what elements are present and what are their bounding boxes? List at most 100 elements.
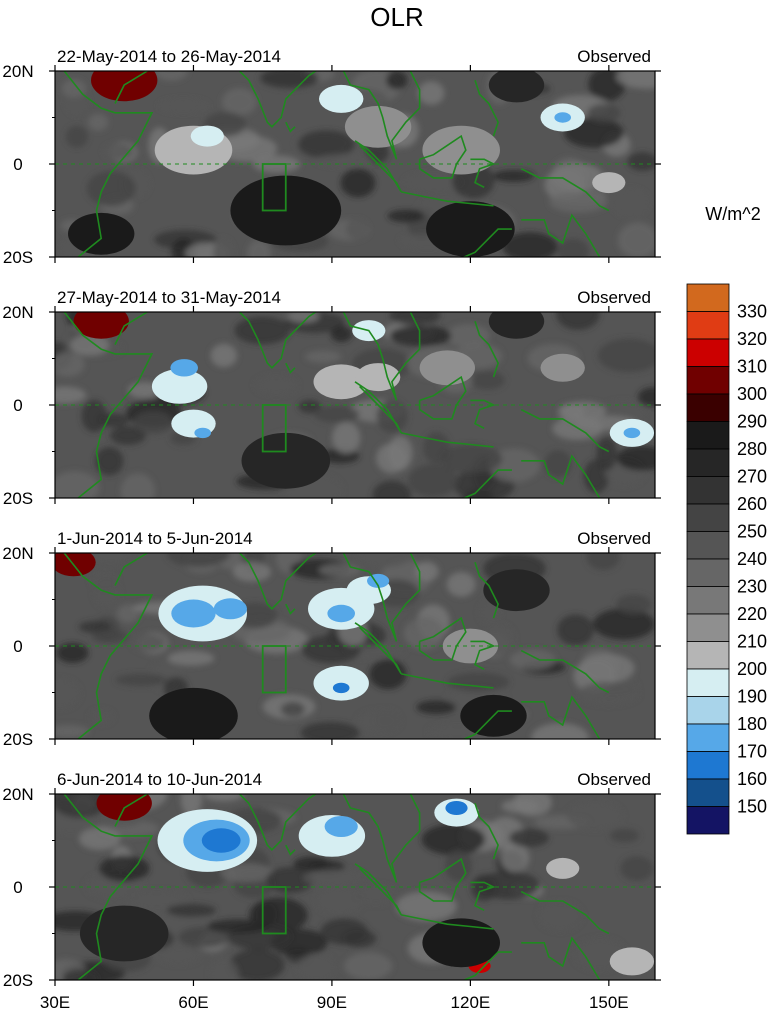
colorbar-level-label: 270 — [737, 467, 767, 487]
colorbar-level-label: 290 — [737, 412, 767, 432]
colorbar-level-label: 230 — [737, 577, 767, 597]
coastline — [418, 616, 467, 661]
field-cell — [446, 572, 476, 597]
field-cell — [247, 239, 271, 257]
panel-date-range: 22-May-2014 to 26-May-2014 — [57, 47, 281, 66]
field-cell — [297, 953, 336, 980]
coastline — [470, 640, 496, 671]
y-tick-label: 20N — [2, 303, 33, 322]
colorbar-swatch — [686, 366, 730, 395]
field-cell — [261, 71, 319, 88]
field-cell — [531, 723, 589, 739]
colorbar-level-label: 240 — [737, 549, 767, 569]
coastline — [239, 794, 318, 851]
field-cell — [103, 143, 135, 160]
coastline — [520, 167, 610, 212]
field-cell — [166, 553, 230, 568]
coastline — [520, 408, 610, 453]
coastline — [285, 844, 296, 856]
coastline — [418, 857, 467, 902]
colorbar-swatch — [686, 641, 730, 670]
coastline — [474, 803, 499, 860]
field-cell — [55, 352, 85, 377]
field-cell — [55, 386, 86, 404]
field-cell — [374, 709, 400, 732]
field-cell — [440, 444, 503, 474]
colorbar-level-label: 250 — [737, 522, 767, 542]
olr-contour-190 — [319, 84, 364, 113]
olr-contour-280 — [149, 687, 238, 739]
field-cell — [544, 450, 572, 478]
y-tick-label: 0 — [13, 878, 22, 897]
field-cell — [593, 608, 655, 640]
field-cell — [502, 232, 558, 257]
coastline — [342, 553, 421, 642]
colorbar-swatch — [686, 283, 730, 312]
field-cell — [234, 316, 291, 345]
panel-date-range: 1-Jun-2014 to 5-Jun-2014 — [57, 529, 253, 548]
olr-contour-200 — [546, 857, 580, 879]
field-cell — [133, 411, 174, 434]
field-cell — [99, 855, 150, 882]
x-tick-label: 30E — [40, 993, 70, 1012]
field-cell — [158, 98, 209, 113]
field-cell — [229, 948, 285, 980]
colorbar-level-label: 260 — [737, 494, 767, 514]
field-cell — [567, 801, 623, 830]
olr-contour-210 — [419, 350, 475, 386]
coastline — [114, 553, 148, 586]
coastline — [462, 469, 512, 498]
olr-contour-170 — [324, 816, 358, 837]
field-cell — [314, 406, 360, 423]
field-cell — [610, 828, 640, 843]
field-cell — [550, 163, 604, 191]
field-cell — [320, 918, 368, 945]
y-tick-label: 20S — [3, 248, 33, 267]
coastlines — [63, 312, 610, 498]
coastline — [342, 312, 421, 401]
field-cell — [557, 238, 589, 257]
field-cell — [209, 959, 239, 980]
panel-1: 22-May-2014 to 26-May-2014 Observed 20N 0 20… — [2, 47, 661, 267]
field-cell — [318, 563, 361, 577]
coastline — [63, 312, 154, 498]
field-cell — [596, 437, 617, 471]
colorbar-swatch — [686, 696, 730, 725]
coastline — [401, 191, 494, 207]
field-cell — [213, 238, 234, 257]
coastline — [521, 213, 601, 257]
olr-contour-160 — [332, 682, 350, 694]
field-cell — [298, 399, 322, 414]
colorbar-level-label: 180 — [737, 714, 767, 734]
colorbar-level-label: 190 — [737, 687, 767, 707]
olr-anomalies — [55, 553, 550, 739]
coastline — [63, 71, 154, 257]
colorbar-swatch — [686, 421, 730, 450]
olr-contour-160 — [445, 801, 468, 815]
field-cell — [298, 130, 355, 159]
x-tick-label: 120E — [451, 993, 491, 1012]
colorbar-level-label: 150 — [737, 797, 767, 817]
field-cell — [586, 553, 620, 570]
coastline — [521, 695, 601, 739]
olr-contour-270 — [488, 71, 545, 103]
colorbar-swatch — [686, 531, 730, 560]
colorbar-swatch — [686, 338, 730, 367]
coastline — [114, 794, 148, 827]
colorbar: 330 320 310 300 290 280 270 260 250 240 230 220 210 2… — [686, 283, 767, 835]
olr-field — [55, 553, 655, 739]
olr-contour-280 — [422, 918, 501, 968]
olr-contour-300 — [55, 553, 96, 577]
colorbar-units: W/m^2 — [705, 204, 760, 224]
coastline — [342, 794, 421, 883]
field-cell — [387, 209, 425, 223]
field-cell — [132, 633, 166, 652]
field-cell — [220, 863, 274, 883]
panel-source-label: Observed — [577, 770, 651, 789]
field-cell — [345, 218, 369, 240]
olr-contour-270 — [79, 905, 169, 962]
y-tick-label: 20N — [2, 62, 33, 81]
field-cell — [500, 843, 530, 873]
olr-contour-170 — [171, 599, 216, 628]
